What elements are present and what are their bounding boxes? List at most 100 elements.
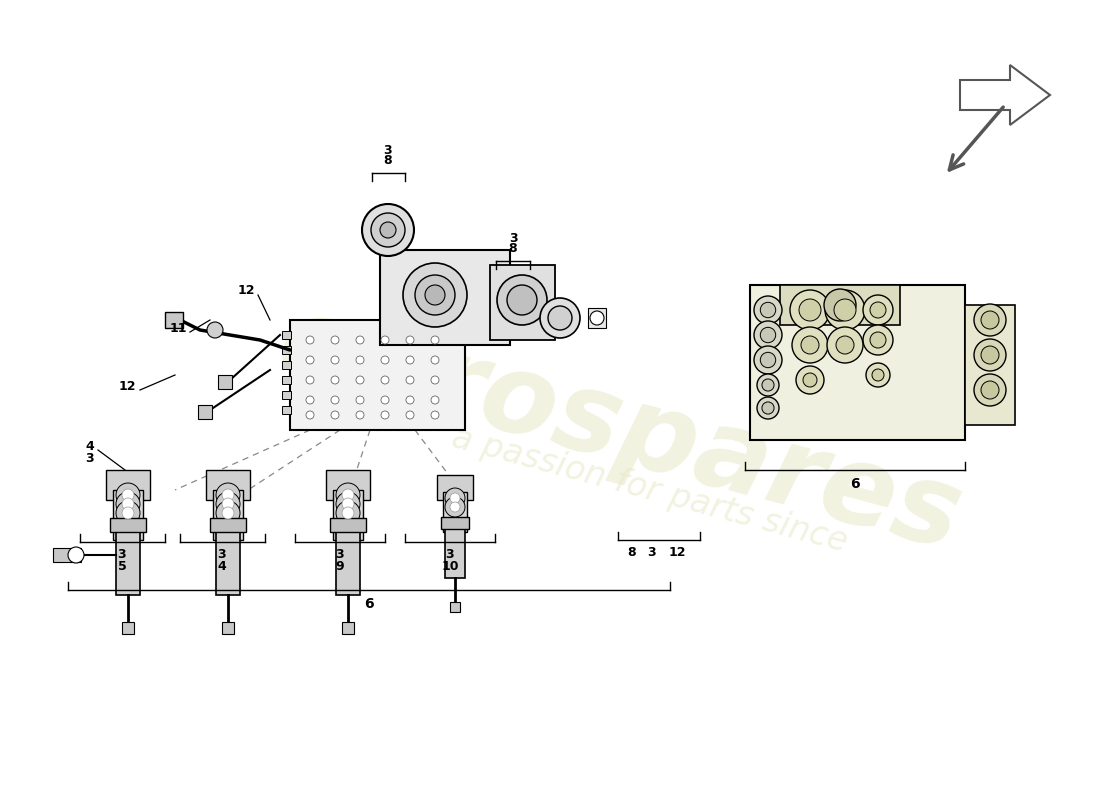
Circle shape <box>824 289 856 321</box>
Text: 3: 3 <box>218 549 227 562</box>
Circle shape <box>864 325 893 355</box>
Text: 3: 3 <box>86 451 94 465</box>
Circle shape <box>540 298 580 338</box>
Text: 4: 4 <box>218 561 227 574</box>
Text: 3: 3 <box>508 233 517 246</box>
Circle shape <box>757 397 779 419</box>
Bar <box>282 376 292 384</box>
Circle shape <box>306 396 313 404</box>
Circle shape <box>342 498 354 510</box>
Bar <box>333 490 363 540</box>
Bar <box>116 530 140 595</box>
Circle shape <box>356 376 364 384</box>
Circle shape <box>757 374 779 396</box>
Bar <box>282 406 292 414</box>
Text: 5: 5 <box>118 561 127 574</box>
Circle shape <box>836 336 854 354</box>
Text: 6: 6 <box>850 477 860 491</box>
Bar <box>342 622 354 634</box>
Circle shape <box>381 411 389 419</box>
Circle shape <box>431 356 439 364</box>
Bar <box>282 331 292 339</box>
Circle shape <box>754 346 782 374</box>
Bar <box>437 475 473 500</box>
Circle shape <box>796 366 824 394</box>
Circle shape <box>754 296 782 324</box>
Circle shape <box>116 483 140 507</box>
Bar <box>290 320 465 430</box>
Bar <box>216 530 240 595</box>
Circle shape <box>356 396 364 404</box>
Text: 3: 3 <box>384 145 393 158</box>
Circle shape <box>222 489 234 501</box>
Circle shape <box>450 493 460 503</box>
Circle shape <box>336 501 360 525</box>
Bar <box>53 548 81 562</box>
Circle shape <box>425 285 446 305</box>
Text: 6: 6 <box>364 597 374 611</box>
Bar <box>965 305 1015 425</box>
Circle shape <box>760 352 775 368</box>
Circle shape <box>431 336 439 344</box>
Text: eurospares: eurospares <box>267 287 974 573</box>
Circle shape <box>306 376 313 384</box>
Bar <box>110 518 146 532</box>
Circle shape <box>406 396 414 404</box>
Circle shape <box>381 396 389 404</box>
Text: 9: 9 <box>336 561 344 574</box>
Text: 8: 8 <box>628 546 636 559</box>
Text: 11: 11 <box>169 322 187 334</box>
Circle shape <box>122 498 134 510</box>
Circle shape <box>356 336 364 344</box>
Bar <box>113 490 143 540</box>
Circle shape <box>207 322 223 338</box>
Circle shape <box>406 411 414 419</box>
Circle shape <box>116 492 140 516</box>
Circle shape <box>222 507 234 519</box>
Circle shape <box>974 374 1006 406</box>
Bar <box>218 375 232 389</box>
Circle shape <box>116 501 140 525</box>
Circle shape <box>406 376 414 384</box>
Bar <box>450 602 460 612</box>
Circle shape <box>306 356 313 364</box>
Text: 3: 3 <box>336 549 344 562</box>
Circle shape <box>122 507 134 519</box>
Circle shape <box>497 275 547 325</box>
Circle shape <box>827 327 864 363</box>
Circle shape <box>331 356 339 364</box>
Circle shape <box>799 299 821 321</box>
Bar <box>165 312 183 328</box>
Circle shape <box>356 411 364 419</box>
Circle shape <box>362 204 414 256</box>
Bar <box>443 492 468 532</box>
Circle shape <box>68 547 84 563</box>
Circle shape <box>222 498 234 510</box>
Text: 12: 12 <box>238 283 255 297</box>
Bar <box>588 308 606 328</box>
Circle shape <box>590 311 604 325</box>
Circle shape <box>834 299 856 321</box>
Bar <box>379 250 510 345</box>
Bar <box>198 405 212 419</box>
Bar <box>750 285 965 440</box>
Circle shape <box>792 327 828 363</box>
Circle shape <box>336 492 360 516</box>
Circle shape <box>406 356 414 364</box>
Circle shape <box>403 263 467 327</box>
Text: 4: 4 <box>86 439 94 453</box>
Bar <box>780 285 900 325</box>
Circle shape <box>981 311 999 329</box>
Bar <box>282 391 292 399</box>
Text: 10: 10 <box>441 561 459 574</box>
Circle shape <box>415 275 455 315</box>
Circle shape <box>331 411 339 419</box>
Text: 8: 8 <box>384 154 393 167</box>
Circle shape <box>446 497 465 517</box>
Circle shape <box>762 402 774 414</box>
Circle shape <box>450 502 460 512</box>
Circle shape <box>431 376 439 384</box>
Circle shape <box>356 356 364 364</box>
Circle shape <box>431 396 439 404</box>
Text: 3: 3 <box>446 549 454 562</box>
